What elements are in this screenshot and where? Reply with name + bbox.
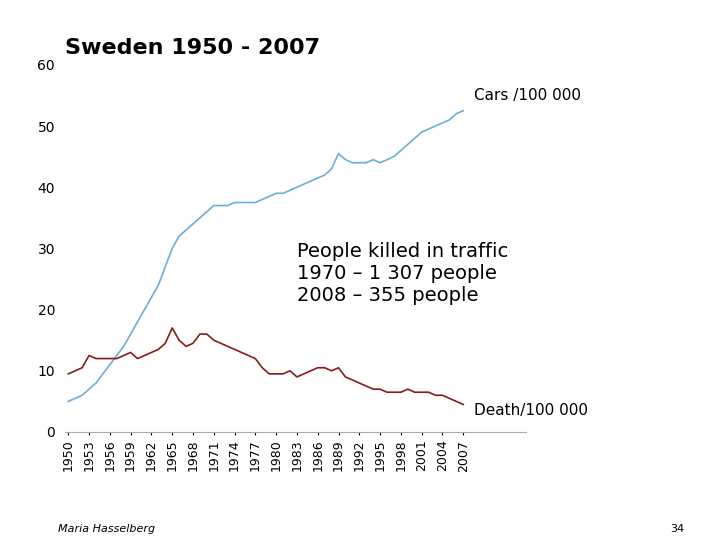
- Text: 34: 34: [670, 524, 684, 534]
- Text: Maria Hasselberg: Maria Hasselberg: [58, 524, 155, 534]
- Text: People killed in traffic
1970 – 1 307 people
2008 – 355 people: People killed in traffic 1970 – 1 307 pe…: [297, 242, 508, 305]
- Text: Sweden 1950 - 2007: Sweden 1950 - 2007: [65, 38, 320, 58]
- Text: Cars /100 000: Cars /100 000: [474, 88, 580, 103]
- Text: Death/100 000: Death/100 000: [474, 403, 588, 418]
